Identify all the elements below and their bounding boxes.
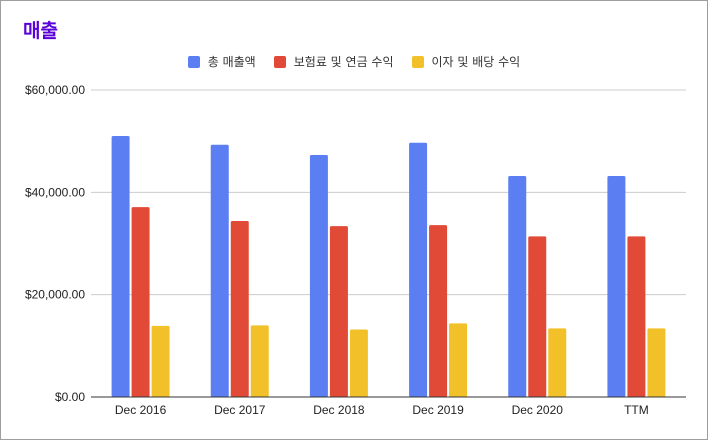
legend-swatch-premium [273,55,286,68]
bar-s2-c2 [349,329,368,397]
x-tick-label-4: Dec 2020 [512,403,564,417]
bar-s2-c0 [151,325,170,397]
bar-s0-c1 [210,144,229,397]
legend-swatch-total [187,55,200,68]
bar-s1-c4 [528,236,547,397]
x-tick-label-0: Dec 2016 [115,403,167,417]
bar-s2-c3 [449,323,468,397]
bar-s0-c0 [111,136,130,398]
bar-s2-c4 [548,328,567,397]
legend-item-total: 총 매출액 [187,53,256,70]
y-tick-label-0: $0.00 [55,390,85,404]
bar-s2-c1 [250,325,269,397]
bar-s1-c2 [329,226,348,397]
y-tick-label-2: $40,000.00 [25,185,85,199]
x-tick-label-3: Dec 2019 [412,403,464,417]
x-tick-label-1: Dec 2017 [214,403,266,417]
bar-s0-c2 [309,154,328,397]
x-tick-label-5: TTM [624,403,649,417]
y-tick-label-3: $60,000.00 [25,83,85,97]
bar-s1-c1 [230,220,249,397]
bar-s1-c0 [131,207,150,397]
bar-s1-c3 [429,225,448,397]
legend-item-premium: 보험료 및 연금 수익 [273,53,394,70]
chart-title: 매출 [23,20,58,42]
legend-label-total: 총 매출액 [207,55,256,69]
legend-label-interest: 이자 및 배당 수익 [431,55,521,69]
bar-s0-c5 [607,175,626,397]
bar-s2-c5 [647,328,666,397]
y-tick-label-1: $20,000.00 [25,288,85,302]
legend-label-premium: 보험료 및 연금 수익 [293,55,394,69]
legend-item-interest: 이자 및 배당 수익 [411,53,521,70]
bar-s0-c3 [409,142,428,397]
bar-s0-c4 [508,175,527,397]
bar-s1-c5 [627,236,646,397]
x-tick-label-2: Dec 2018 [313,403,365,417]
legend: 총 매출액 보험료 및 연금 수익 이자 및 배당 수익 [1,53,707,70]
legend-swatch-interest [411,55,424,68]
